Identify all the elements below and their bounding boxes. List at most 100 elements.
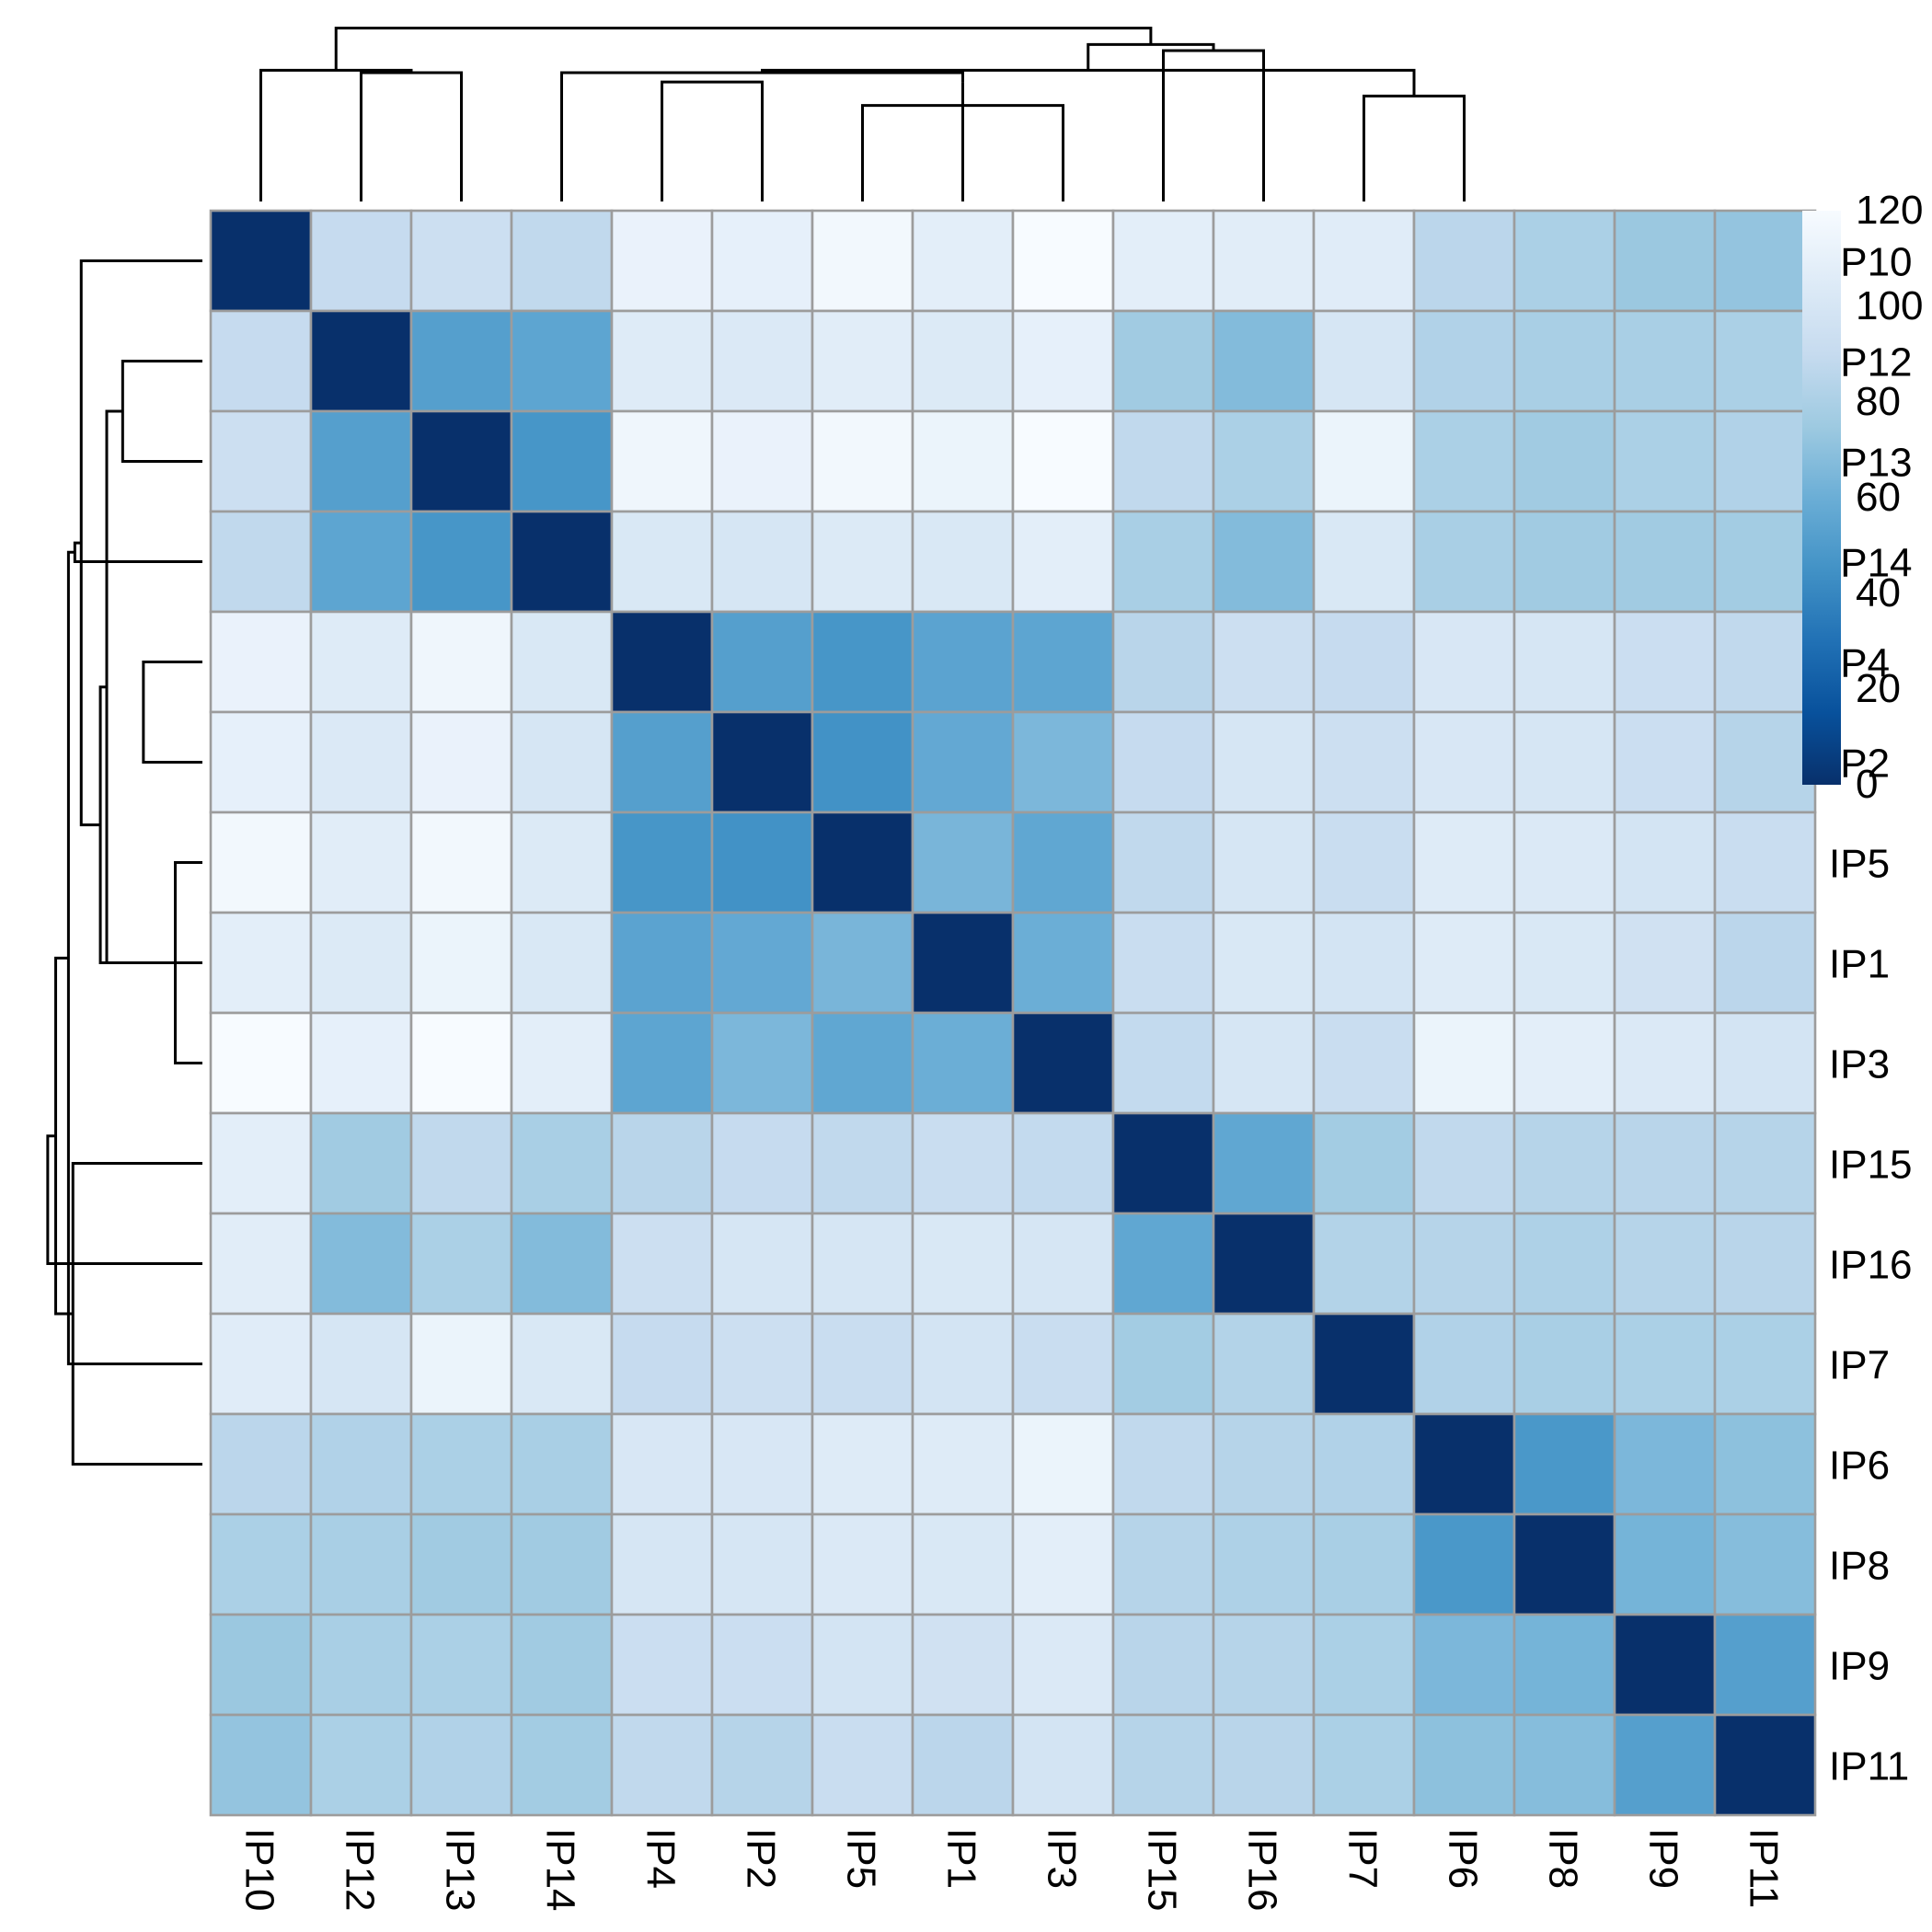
row-dendrogram <box>46 259 202 1466</box>
heatmap-cell-IP12-IP1 <box>911 309 1015 413</box>
heatmap-cell-IP8-IP1 <box>911 1512 1015 1616</box>
heatmap-cell-IP11-IP1 <box>911 1713 1015 1817</box>
heatmap-cell-IP12-IP5 <box>811 309 914 413</box>
heatmap-cell-IP4-IP10 <box>209 610 313 714</box>
heatmap-cell-IP4-IP15 <box>1111 610 1215 714</box>
heatmap-cell-IP14-IP16 <box>1212 510 1316 614</box>
heatmap-cell-IP8-IP10 <box>209 1512 313 1616</box>
heatmap-cell-IP13-IP8 <box>1512 409 1616 513</box>
heatmap-cell-IP6-IP10 <box>209 1412 313 1516</box>
heatmap-cell-IP10-IP6 <box>1412 209 1516 313</box>
heatmap-cell-IP6-IP2 <box>710 1412 814 1516</box>
heatmap-cell-IP10-IP16 <box>1212 209 1316 313</box>
column-dendrogram-branch <box>259 68 413 201</box>
heatmap-cell-IP2-IP11 <box>1713 710 1817 814</box>
heatmap-cell-IP2-IP4 <box>610 710 714 814</box>
heatmap-cell-IP9-IP12 <box>309 1613 413 1717</box>
heatmap-cell-IP6-IP12 <box>309 1412 413 1516</box>
heatmap-cells <box>209 209 1817 1817</box>
heatmap-cell-IP4-IP6 <box>1412 610 1516 714</box>
heatmap-cell-IP11-IP4 <box>610 1713 714 1817</box>
heatmap-cell-IP5-IP14 <box>510 811 614 914</box>
heatmap-cell-IP9-IP4 <box>610 1613 714 1717</box>
heatmap-cell-IP1-IP16 <box>1212 911 1316 1015</box>
heatmap-cell-IP16-IP11 <box>1713 1212 1817 1316</box>
column-dendrogram-branch <box>1087 42 1215 71</box>
legend-tick-label: 100 <box>1856 283 1923 328</box>
heatmap-cell-IP12-IP12 <box>309 309 413 413</box>
heatmap-cell-IP9-IP10 <box>209 1613 313 1717</box>
heatmap-cell-IP9-IP5 <box>811 1613 914 1717</box>
column-label: IP4 <box>638 1828 684 1889</box>
column-dendrogram-branch <box>1162 49 1265 201</box>
heatmap-cell-IP7-IP12 <box>309 1312 413 1416</box>
heatmap-cell-IP6-IP11 <box>1713 1412 1817 1516</box>
heatmap-cell-IP2-IP13 <box>409 710 513 814</box>
heatmap-cell-IP4-IP4 <box>610 610 714 714</box>
heatmap-cell-IP6-IP4 <box>610 1412 714 1516</box>
heatmap-cell-IP5-IP11 <box>1713 811 1817 914</box>
heatmap-cell-IP13-IP16 <box>1212 409 1316 513</box>
heatmap-cell-IP3-IP12 <box>309 1011 413 1115</box>
heatmap-cell-IP11-IP3 <box>1011 1713 1115 1817</box>
heatmap-cell-IP12-IP13 <box>409 309 513 413</box>
heatmap-cell-IP13-IP2 <box>710 409 814 513</box>
heatmap-cell-IP2-IP14 <box>510 710 614 814</box>
heatmap-cell-IP4-IP5 <box>811 610 914 714</box>
legend-tick-label: 40 <box>1856 570 1901 615</box>
heatmap-cell-IP1-IP8 <box>1512 911 1616 1015</box>
heatmap-cell-IP11-IP15 <box>1111 1713 1215 1817</box>
heatmap-cell-IP2-IP7 <box>1312 710 1416 814</box>
heatmap-cell-IP16-IP15 <box>1111 1212 1215 1316</box>
heatmap-cell-IP6-IP14 <box>510 1412 614 1516</box>
column-label: IP12 <box>338 1828 383 1912</box>
heatmap-cell-IP4-IP1 <box>911 610 1015 714</box>
heatmap-cell-IP8-IP15 <box>1111 1512 1215 1616</box>
heatmap-cell-IP9-IP11 <box>1713 1613 1817 1717</box>
legend-tick-label: 80 <box>1856 379 1901 424</box>
heatmap-cell-IP16-IP4 <box>610 1212 714 1316</box>
heatmap-cell-IP1-IP9 <box>1613 911 1717 1015</box>
row-label: IP11 <box>1829 1744 1909 1789</box>
heatmap-cell-IP2-IP1 <box>911 710 1015 814</box>
heatmap-cell-IP1-IP15 <box>1111 911 1215 1015</box>
heatmap-cell-IP14-IP7 <box>1312 510 1416 614</box>
row-label: IP1 <box>1829 942 1890 987</box>
heatmap-cell-IP10-IP11 <box>1713 209 1817 313</box>
row-dendrogram-branch <box>73 541 202 563</box>
row-dendrogram-branch <box>121 360 202 463</box>
heatmap-cell-IP6-IP16 <box>1212 1412 1316 1516</box>
heatmap-cell-IP3-IP1 <box>911 1011 1015 1115</box>
row-label: IP16 <box>1829 1243 1913 1288</box>
heatmap-cell-IP12-IP14 <box>510 309 614 413</box>
heatmap-cell-IP11-IP9 <box>1613 1713 1717 1817</box>
column-label: IP15 <box>1140 1828 1185 1912</box>
heatmap-cell-IP3-IP6 <box>1412 1011 1516 1115</box>
heatmap-cell-IP3-IP13 <box>409 1011 513 1115</box>
column-dendrogram-branch <box>334 27 1153 71</box>
heatmap-cell-IP8-IP16 <box>1212 1512 1316 1616</box>
column-label: IP13 <box>438 1828 483 1912</box>
column-dendrogram-branch <box>360 71 463 201</box>
heatmap-cell-IP15-IP7 <box>1312 1111 1416 1215</box>
heatmap-cell-IP11-IP12 <box>309 1713 413 1817</box>
heatmap-cell-IP1-IP14 <box>510 911 614 1015</box>
heatmap-cell-IP2-IP5 <box>811 710 914 814</box>
row-label: IP3 <box>1829 1042 1890 1087</box>
heatmap-cell-IP5-IP16 <box>1212 811 1316 914</box>
heatmap-cell-IP9-IP7 <box>1312 1613 1416 1717</box>
heatmap-cell-IP8-IP12 <box>309 1512 413 1616</box>
row-label: IP5 <box>1829 842 1890 887</box>
heatmap-cell-IP16-IP16 <box>1212 1212 1316 1316</box>
row-dendrogram-branch <box>105 409 176 964</box>
heatmap-cell-IP10-IP7 <box>1312 209 1416 313</box>
heatmap-cell-IP14-IP2 <box>710 510 814 614</box>
heatmap-cell-IP1-IP7 <box>1312 911 1416 1015</box>
heatmap-cell-IP6-IP13 <box>409 1412 513 1516</box>
heatmap-cell-IP6-IP6 <box>1412 1412 1516 1516</box>
column-label: IP9 <box>1641 1828 1686 1889</box>
heatmap-cell-IP15-IP13 <box>409 1111 513 1215</box>
heatmap-cell-IP12-IP6 <box>1412 309 1516 413</box>
heatmap-cell-IP10-IP12 <box>309 209 413 313</box>
heatmap-cell-IP12-IP7 <box>1312 309 1416 413</box>
